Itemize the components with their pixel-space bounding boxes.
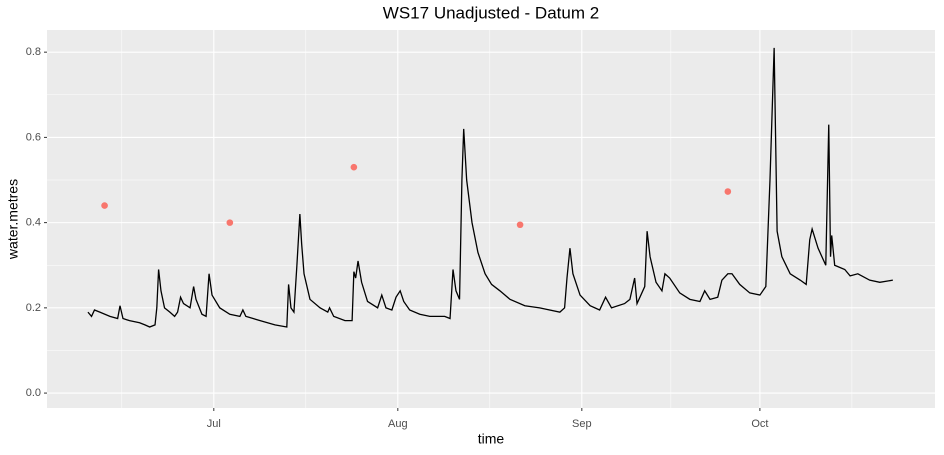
point (101, 202, 108, 209)
x-axis-title: time (478, 431, 505, 447)
y-axis-title: water.metres (5, 179, 21, 260)
line (87, 47, 893, 328)
panel (47, 30, 935, 408)
y-tick-label: 0.8 (26, 46, 41, 58)
point (226, 219, 234, 226)
x-tick-label: Sep (572, 418, 592, 430)
point (516, 221, 524, 229)
y-tick-label: 0.4 (26, 217, 41, 229)
grid (47, 30, 935, 408)
x-tick-label: Oct (751, 418, 768, 430)
point (350, 163, 358, 171)
x-tick-label: Aug (388, 418, 408, 430)
x-tick-label: Jul (207, 418, 221, 430)
y-tick-label: 0.2 (26, 302, 41, 314)
marks (87, 47, 893, 328)
y-tick-label: 0.0 (26, 387, 41, 399)
y-tick-label: 0.6 (26, 131, 41, 143)
point (724, 188, 732, 195)
chart-title: WS17 Unadjusted - Datum 2 (383, 3, 599, 22)
